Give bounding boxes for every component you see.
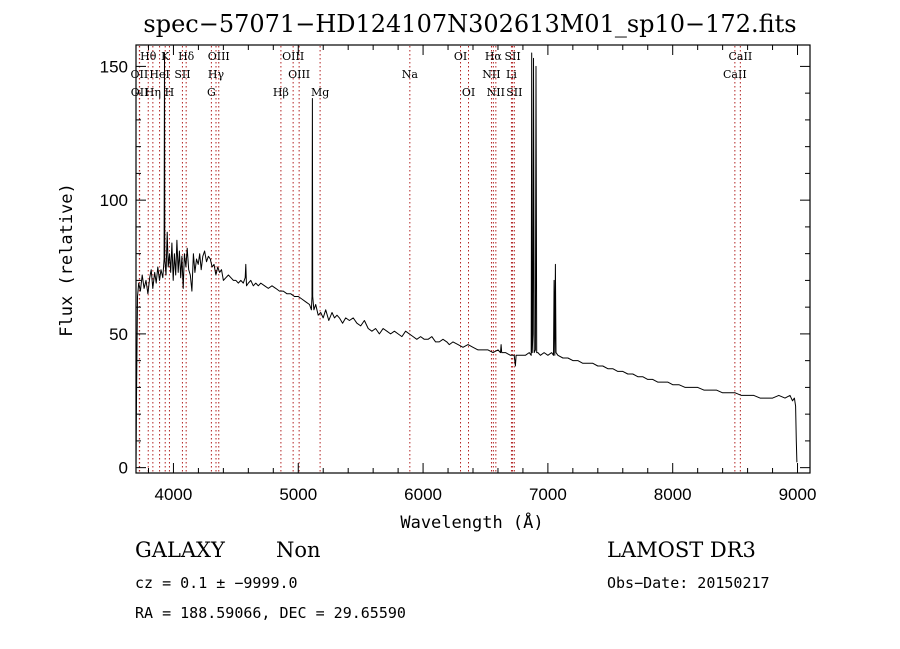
marker-label-7: Hδ xyxy=(178,50,195,63)
x-tick-label-5000: 5000 xyxy=(279,485,317,504)
marker-label-26: CaII xyxy=(723,68,747,81)
x-axis-label: Wavelength (Å) xyxy=(400,511,543,533)
marker-label-9: OIII xyxy=(208,50,230,63)
marker-label-23: Li xyxy=(506,68,517,81)
x-axis-ticks: 4000 5000 6000 7000 8000 9000 xyxy=(147,45,817,504)
object-subclass: Non xyxy=(276,538,321,562)
marker-label-25: CaII xyxy=(729,50,753,63)
series-layer xyxy=(135,52,798,468)
y-tick-label-0: 0 xyxy=(119,459,128,478)
y-tick-label-150: 150 xyxy=(100,57,128,76)
x-tick-label-9000: 9000 xyxy=(779,485,817,504)
line-markers xyxy=(138,46,741,472)
obs-date: Obs−Date: 20150217 xyxy=(607,574,770,592)
marker-label-18: OI xyxy=(462,86,475,99)
x-tick-label-7000: 7000 xyxy=(529,485,567,504)
marker-label-5: K xyxy=(161,50,170,63)
chart-title: spec−57071−HD124107N302613M01_sp10−172.f… xyxy=(143,10,796,38)
marker-label-22: SII xyxy=(504,50,520,63)
y-axis-label: Flux (relative) xyxy=(57,183,77,337)
y-tick-label-100: 100 xyxy=(100,191,128,210)
object-class: GALAXY xyxy=(135,538,225,562)
marker-label-21: NII xyxy=(487,86,505,99)
coordinates: RA = 188.59066, DEC = 29.65590 xyxy=(135,604,406,622)
marker-label-15: Mg xyxy=(311,86,329,99)
plot-frame xyxy=(135,44,811,474)
marker-label-19: Hα xyxy=(485,50,503,63)
x-tick-label-4000: 4000 xyxy=(155,485,193,504)
marker-label-1: OII xyxy=(131,86,149,99)
x-tick-label-8000: 8000 xyxy=(654,485,692,504)
x-tick-label-6000: 6000 xyxy=(404,485,442,504)
marker-label-10: Hγ xyxy=(208,68,225,81)
marker-label-16: Na xyxy=(402,68,419,81)
spectrum-chart: spec−57071−HD124107N302613M01_sp10−172.f… xyxy=(57,10,817,533)
marker-label-6: H xyxy=(165,86,175,99)
marker-label-2: Hθ xyxy=(140,50,157,63)
marker-label-13: OIII xyxy=(288,68,310,81)
marker-label-3: Hη xyxy=(145,86,161,99)
marker-label-11: G xyxy=(207,86,216,99)
marker-label-24: SII xyxy=(506,86,522,99)
line-marker-labels: OII OII Hθ Hη HeI K H Hδ SII OIII Hγ G OIII OIII Hβ Mg N… xyxy=(131,50,753,99)
series-spectrum xyxy=(135,52,798,468)
survey-name: LAMOST DR3 xyxy=(607,538,756,562)
marker-label-0: OII xyxy=(131,68,149,81)
marker-label-8: SII xyxy=(174,68,190,81)
marker-label-4: HeI xyxy=(149,68,169,81)
y-tick-label-50: 50 xyxy=(109,325,128,344)
marker-label-17: OI xyxy=(454,50,467,63)
marker-label-20: NII xyxy=(482,68,500,81)
marker-label-14: Hβ xyxy=(273,86,289,99)
redshift-info: cz = 0.1 ± −9999.0 xyxy=(135,574,298,592)
y-axis-ticks: 0 50 100 150 xyxy=(100,57,810,478)
marker-label-12: OIII xyxy=(282,50,304,63)
